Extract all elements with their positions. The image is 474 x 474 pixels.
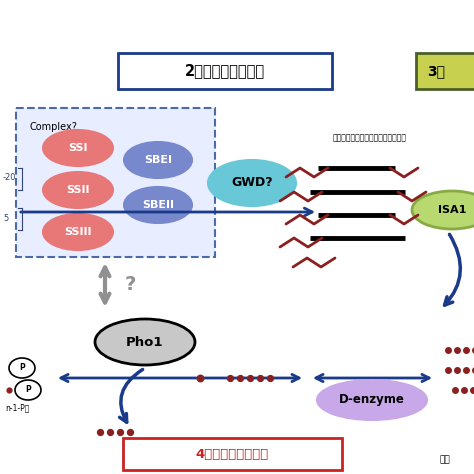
Text: D-enzyme: D-enzyme (339, 393, 405, 407)
FancyBboxPatch shape (16, 108, 215, 257)
Text: GWD?: GWD? (231, 176, 273, 190)
Text: P: P (19, 364, 25, 373)
Ellipse shape (9, 358, 35, 378)
Point (444, 366, 452, 374)
Point (469, 386, 474, 394)
Ellipse shape (412, 191, 474, 229)
Point (106, 428, 114, 436)
Point (460, 386, 468, 394)
Point (453, 366, 461, 374)
Text: （含错误分支的支链淠粉分子前体）: （含错误分支的支链淠粉分子前体） (333, 134, 407, 143)
Point (444, 346, 452, 354)
Text: 3、: 3、 (427, 64, 445, 78)
Point (116, 428, 124, 436)
FancyBboxPatch shape (118, 53, 332, 89)
Point (471, 366, 474, 374)
Point (266, 374, 274, 382)
Text: SSI: SSI (68, 143, 88, 153)
Text: SSIII: SSIII (64, 227, 92, 237)
Text: 5: 5 (3, 213, 8, 222)
Ellipse shape (124, 187, 192, 223)
Point (471, 346, 474, 354)
Text: Pho1: Pho1 (126, 336, 164, 348)
Point (5, 386, 13, 394)
Point (96, 428, 104, 436)
Point (226, 374, 234, 382)
FancyBboxPatch shape (416, 53, 474, 89)
Ellipse shape (15, 380, 41, 400)
Point (462, 346, 470, 354)
Text: -20: -20 (3, 173, 17, 182)
Text: ISA1: ISA1 (438, 205, 466, 215)
Point (236, 374, 244, 382)
Text: P: P (25, 385, 31, 394)
Point (451, 386, 459, 394)
Point (246, 374, 254, 382)
Ellipse shape (95, 319, 195, 365)
Point (462, 366, 470, 374)
Ellipse shape (317, 380, 427, 420)
FancyBboxPatch shape (123, 438, 342, 470)
Ellipse shape (43, 130, 113, 166)
Text: ?: ? (124, 275, 136, 294)
Text: SSII: SSII (66, 185, 90, 195)
Ellipse shape (43, 214, 113, 250)
Text: （支: （支 (440, 456, 451, 465)
Text: n-1-P）: n-1-P） (5, 403, 29, 412)
Text: 4、葡萄糖的再利用: 4、葡萄糖的再利用 (196, 447, 269, 461)
Point (453, 346, 461, 354)
Point (196, 374, 204, 382)
Text: 2、合成并引入分支: 2、合成并引入分支 (185, 64, 265, 79)
Text: SBEI: SBEI (144, 155, 172, 165)
Ellipse shape (208, 160, 296, 206)
Point (126, 428, 134, 436)
Text: Complex?: Complex? (30, 122, 78, 132)
Ellipse shape (43, 172, 113, 208)
Point (256, 374, 264, 382)
Text: SBEII: SBEII (142, 200, 174, 210)
Ellipse shape (124, 142, 192, 178)
